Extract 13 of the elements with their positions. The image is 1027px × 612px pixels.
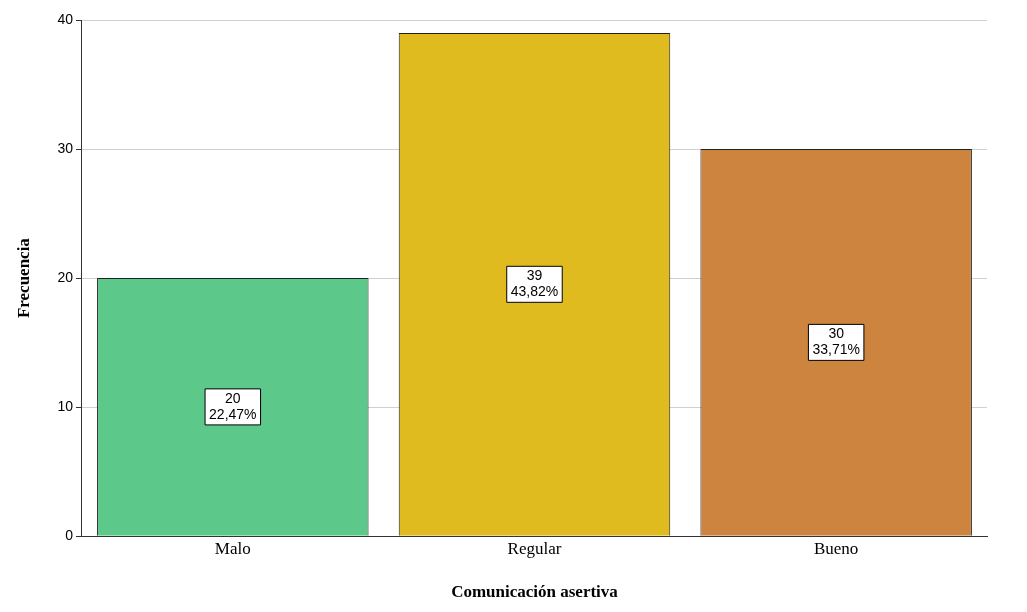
data-label: 39 43,82%: [510, 267, 559, 300]
data-label: 30 33,71%: [812, 325, 860, 358]
y-tick-label: 20: [57, 268, 74, 285]
y-tick-label: 30: [57, 139, 74, 156]
x-tick-label: Bueno: [813, 538, 859, 558]
x-axis-title: Comunicación asertiva: [451, 582, 619, 602]
x-tick-label: Regular: [507, 538, 562, 558]
y-tick-label: 10: [57, 398, 74, 415]
x-tick-label: Malo: [214, 538, 251, 558]
data-label: 20 22,47%: [209, 389, 257, 422]
y-axis-title: Frecuencia: [13, 237, 33, 319]
y-tick-label: 0: [65, 527, 74, 544]
y-tick-label: 40: [57, 10, 74, 27]
